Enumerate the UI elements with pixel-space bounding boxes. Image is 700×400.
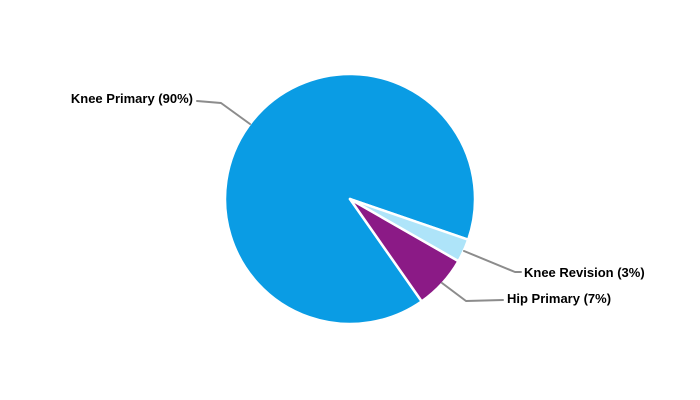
pie-callouts-group: Knee Primary (90%) Hip Primary (7%) Knee R… bbox=[71, 91, 645, 306]
pie-slices-group bbox=[223, 72, 477, 326]
slice-label-knee-primary: Knee Primary (90%) bbox=[71, 91, 193, 106]
slice-label-hip-primary: Hip Primary (7%) bbox=[507, 291, 611, 306]
leader-line-hip-primary bbox=[441, 282, 504, 302]
slice-label-knee-revision: Knee Revision (3%) bbox=[524, 265, 645, 280]
leader-line-knee-primary bbox=[196, 100, 251, 125]
leader-line-knee-revision bbox=[463, 250, 522, 273]
